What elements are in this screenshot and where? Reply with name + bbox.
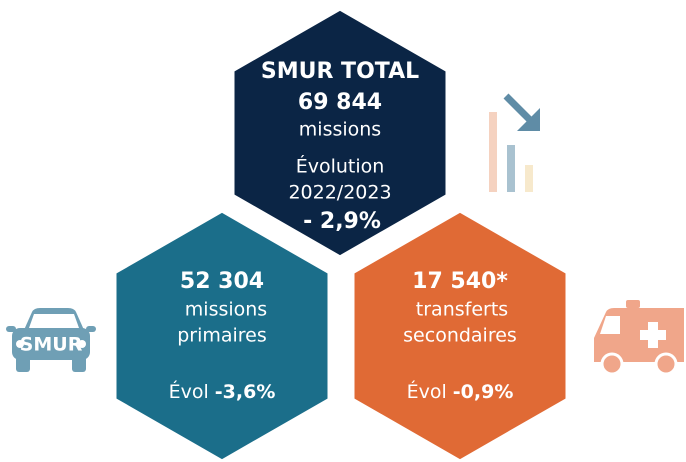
primary-line: missions [185, 299, 267, 321]
car-icon: SMUR [6, 308, 96, 372]
total-title: SMUR TOTAL [261, 59, 419, 84]
primary-line: primaires [177, 325, 267, 347]
secondary-count: 17 540* [412, 269, 508, 294]
trend-icon [489, 93, 540, 192]
secondary-line: secondaires [403, 325, 517, 347]
evol-value: -3,6% [215, 381, 276, 403]
total-count: 69 844 [298, 90, 382, 115]
hexagon-primary [111, 207, 333, 462]
hexagon-secondary [349, 207, 571, 462]
secondary-line: transferts [416, 299, 508, 321]
primary-evolution: Évol -3,6% [169, 380, 276, 403]
evol-label: Évol [169, 380, 209, 403]
period: 2022/2023 [288, 182, 391, 204]
total-evolution: - 2,9% [303, 209, 381, 234]
evol-value: -0,9% [453, 381, 514, 403]
car-label: SMUR [20, 334, 83, 356]
ambulance-icon [594, 300, 684, 376]
total-unit: missions [299, 119, 381, 141]
hexagon-total [229, 5, 451, 261]
evolution-label: Évolution [296, 155, 385, 178]
secondary-evolution: Évol -0,9% [407, 380, 514, 403]
primary-count: 52 304 [180, 269, 264, 294]
evol-label: Évol [407, 380, 447, 403]
